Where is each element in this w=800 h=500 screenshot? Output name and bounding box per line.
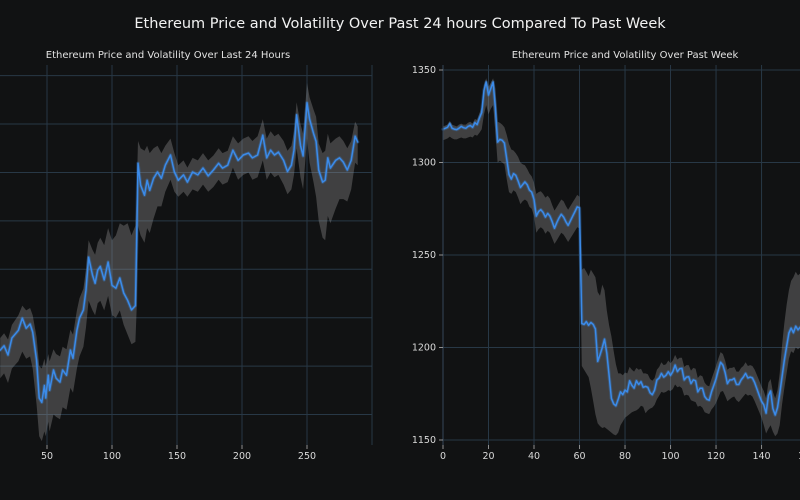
chart-past-week: 1350 1300 1250 1200 1150 0 20 40 60 80 100 120 140 16… (412, 65, 800, 462)
x-tick-label: 100 (103, 451, 121, 462)
y-tick-label: 1300 (412, 158, 436, 169)
x-tick-label: 200 (233, 451, 251, 462)
x-tick-label: 40 (528, 451, 540, 462)
y-tick-label: 1250 (412, 250, 436, 261)
x-tick-label: 160 (798, 451, 800, 462)
chart-last-24h: 50 100 150 200 250 (0, 65, 373, 462)
figure-title: Ethereum Price and Volatility Over Past … (134, 16, 666, 32)
x-tick-label: 0 (440, 451, 446, 462)
subplot-title-last-24h: Ethereum Price and Volatility Over Last … (45, 50, 291, 61)
x-tick-label: 50 (41, 451, 53, 462)
volatility-band (0, 82, 358, 442)
y-tick-label: 1350 (412, 65, 436, 76)
x-tick-label: 140 (752, 451, 770, 462)
x-tick-label: 80 (619, 451, 631, 462)
x-tick-label: 250 (298, 451, 316, 462)
y-tick-label: 1150 (412, 435, 436, 446)
volatility-band (443, 78, 800, 437)
x-tick-label: 120 (707, 451, 725, 462)
x-tick-label: 20 (482, 451, 494, 462)
subplot-title-past-week: Ethereum Price and Volatility Over Past … (511, 50, 739, 61)
y-tick-label: 1200 (412, 343, 436, 354)
price-line (0, 102, 359, 404)
x-tick-label: 60 (573, 451, 585, 462)
x-tick-label: 150 (168, 451, 186, 462)
x-tick-label: 100 (661, 451, 679, 462)
price-line (442, 81, 800, 416)
